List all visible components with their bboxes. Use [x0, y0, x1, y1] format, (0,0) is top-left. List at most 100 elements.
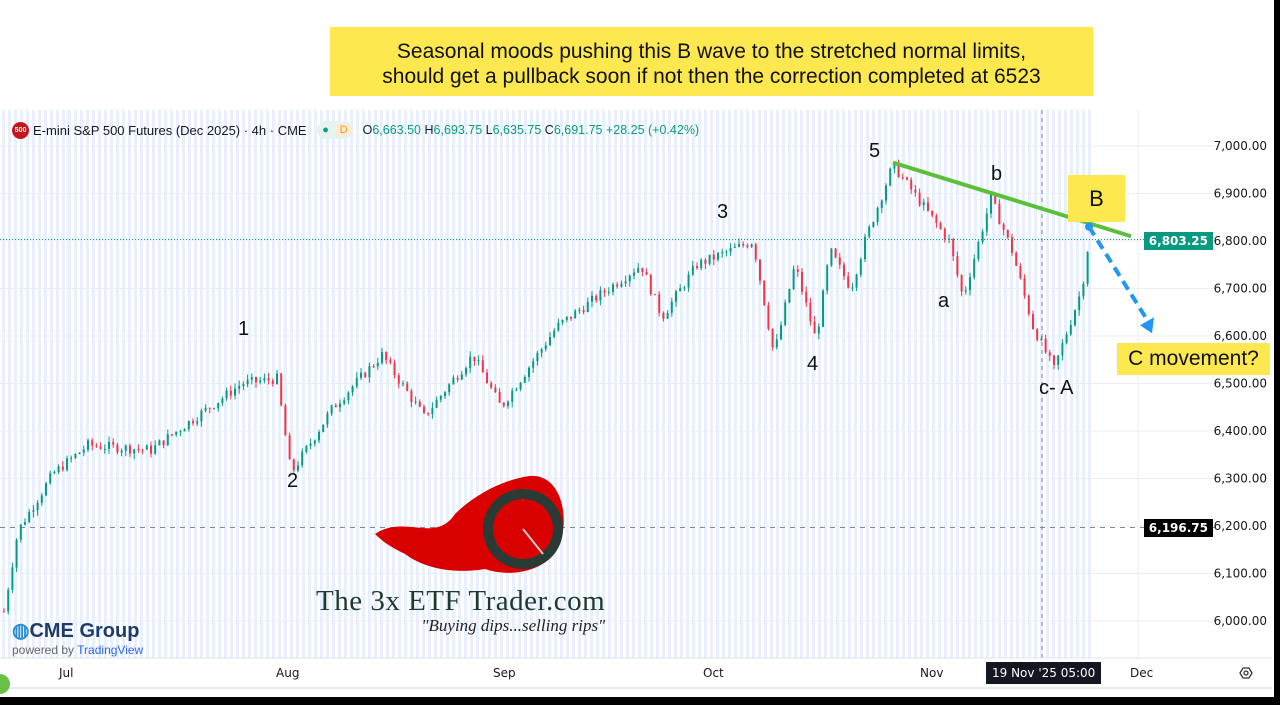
candle-body: [145, 445, 148, 450]
candle-body: [133, 449, 136, 454]
annotation-b: B: [1068, 175, 1125, 222]
candle-body: [641, 267, 644, 273]
projection-arrow: [1087, 225, 1150, 323]
candle-body: [158, 440, 161, 446]
settings-icon[interactable]: [1239, 667, 1253, 679]
candle-body: [108, 441, 110, 449]
candle-body: [893, 161, 896, 169]
candle-body: [981, 231, 984, 242]
candle-body: [519, 382, 522, 390]
candle-body: [78, 452, 81, 454]
candle-body: [1069, 324, 1072, 335]
candle-body: [95, 445, 98, 447]
wave-label-5: 5: [869, 140, 881, 162]
cme-branding[interactable]: ◍CME Group powered by TradingView: [12, 618, 143, 657]
candle-body: [166, 434, 169, 446]
candle-body: [70, 457, 73, 459]
symbol-title[interactable]: E-mini S&P 500 Futures (Dec 2025) · 4h ·…: [33, 122, 307, 138]
candle-body: [700, 259, 703, 269]
candle-body: [1019, 265, 1022, 279]
candle-body: [208, 407, 211, 409]
x-tick-label: Dec: [1130, 666, 1154, 680]
candle-body: [906, 177, 908, 180]
candle-body: [889, 168, 892, 186]
candle-body: [124, 445, 127, 451]
candle-body: [582, 310, 585, 312]
crosshair-time-label: 19 Nov '25 05:00: [986, 662, 1102, 684]
candle-body: [792, 269, 795, 289]
candle-body: [939, 223, 942, 229]
candle-body: [280, 373, 283, 406]
candle-body: [544, 345, 547, 350]
candle-body: [675, 291, 677, 302]
candle-body: [1074, 310, 1076, 325]
trader-logo-icon: [375, 475, 564, 573]
wave-label-c-a: c- A: [1039, 377, 1074, 399]
candle-body: [897, 161, 900, 178]
candle-body: [137, 449, 140, 451]
candle-body: [7, 589, 10, 612]
candle-body: [204, 407, 207, 411]
candle-body: [494, 387, 497, 393]
candle-body: [381, 351, 383, 364]
candle-body: [162, 440, 165, 446]
tradingview-link[interactable]: TradingView: [77, 643, 144, 657]
candle-body: [242, 384, 245, 386]
candle-body: [922, 202, 925, 206]
candle-body: [301, 451, 304, 466]
candle-body: [855, 274, 858, 288]
candle-body: [813, 321, 816, 334]
price-axis: 7,000.00 6,900.00 6,800.00 6,700.00 6,600.00…: [1214, 139, 1267, 628]
candle-body: [414, 401, 417, 403]
candle-body: [343, 400, 346, 404]
candle-body: [775, 339, 778, 348]
market-open-dot-icon: ●: [322, 124, 329, 136]
candle-body: [851, 287, 854, 289]
frame-right: [1274, 0, 1280, 705]
candle-body: [784, 302, 787, 325]
delayed-badge: D: [334, 124, 353, 136]
candle-body: [872, 222, 875, 227]
candle-body: [901, 177, 904, 179]
candle-body: [1015, 252, 1018, 266]
symbol-badge: 500: [12, 121, 29, 139]
brand-site: The 3x ETF Trader.com: [316, 585, 606, 617]
candle-body: [985, 213, 988, 232]
candle-body: [645, 272, 648, 275]
candle-body: [288, 435, 291, 460]
x-tick-label: Nov: [920, 666, 944, 680]
x-tick-label: Aug: [276, 666, 300, 680]
candle-body: [217, 402, 220, 409]
candle-body: [1048, 352, 1051, 356]
candle-body: [410, 390, 413, 402]
x-tick-label: Oct: [703, 666, 724, 680]
status-pill[interactable]: ● D: [316, 121, 353, 139]
candle-body: [238, 385, 241, 389]
candle-body: [662, 312, 665, 319]
candle-body: [599, 290, 602, 301]
wave-label-1: 1: [238, 318, 250, 340]
candle-body: [1027, 295, 1030, 315]
candle-body: [691, 266, 694, 275]
candle-body: [637, 267, 640, 273]
candle-body: [53, 472, 56, 474]
candle-body: [931, 210, 934, 216]
annotation-c-movement: C movement?: [1117, 343, 1270, 375]
candle-body: [406, 383, 409, 391]
candle-body: [61, 466, 64, 471]
candle-body: [733, 246, 736, 248]
wave-label-b: b: [991, 163, 1003, 185]
globe-icon: ◍: [12, 620, 30, 642]
candle-body: [297, 465, 299, 471]
candle-body: [956, 256, 959, 276]
candle-body: [847, 276, 850, 288]
candle-body: [183, 429, 186, 432]
candle-body: [998, 203, 1001, 225]
annotation-line-1: Seasonal moods pushing this B wave to th…: [396, 40, 1027, 63]
y-tick-label: 6,000.00: [1214, 614, 1267, 628]
corner-dot: [0, 674, 10, 694]
candle-body: [586, 301, 589, 312]
candle-body: [196, 421, 199, 424]
last-price-badge: 6,803.25: [1143, 232, 1213, 250]
